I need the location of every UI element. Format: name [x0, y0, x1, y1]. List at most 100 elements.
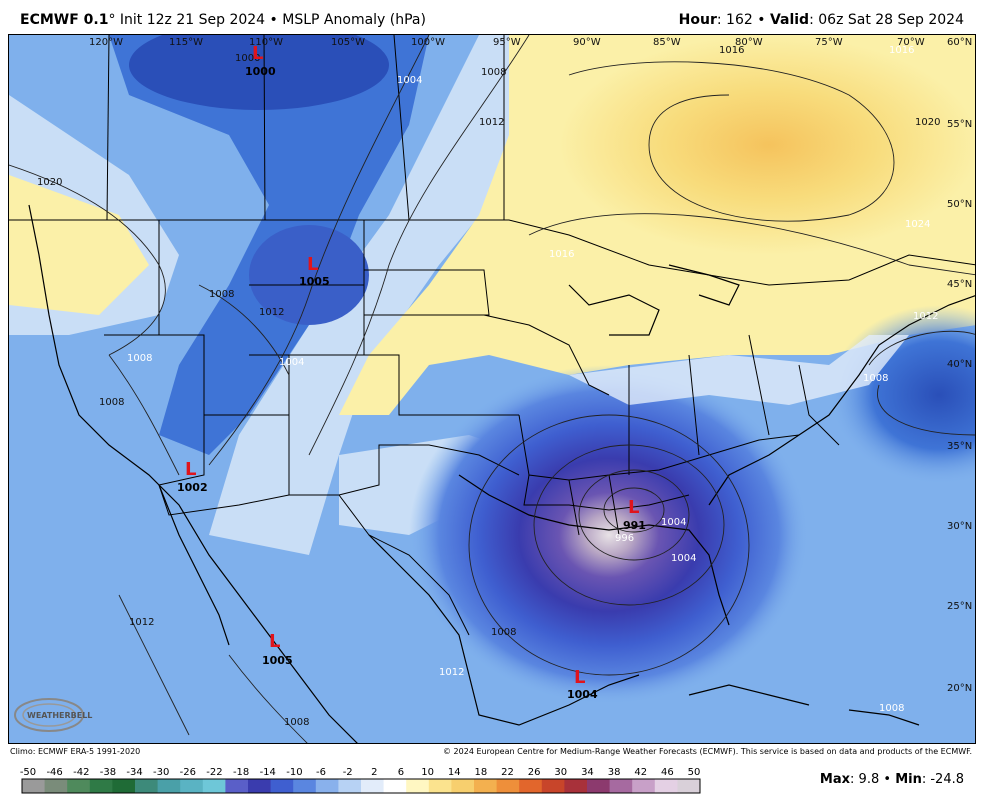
colorbar-tick-label: -34: [126, 767, 142, 778]
colorbar-tick-label: 46: [661, 767, 674, 778]
colorbar-tick-label: 2: [371, 767, 377, 778]
lon-label-8: 80°W: [735, 37, 763, 48]
colorbar-tick-label: -22: [206, 767, 222, 778]
header-title: ECMWF 0.1° Init 12z 21 Sep 2024 • MSLP A…: [20, 12, 426, 28]
border-line: [688, 354, 700, 456]
great-lakes-shore: [568, 284, 660, 336]
lat-label-1: 55°N: [947, 119, 972, 130]
cuba-coast: [688, 684, 810, 706]
colorbar-tick-label: -50: [20, 767, 36, 778]
colorbar-tick-label: -26: [180, 767, 196, 778]
colorbar-swatch: [609, 779, 633, 793]
contour-label: 996: [615, 533, 634, 544]
header-bullet-2: •: [757, 12, 766, 28]
colorbar-swatch: [451, 779, 475, 793]
header-valid: Hour: 162 • Valid: 06z Sat 28 Sep 2024: [678, 12, 964, 28]
model-name: ECMWF 0.1: [20, 12, 109, 28]
colorbar-swatch: [383, 779, 407, 793]
low-letter: L: [307, 254, 318, 275]
isobar: [468, 414, 750, 676]
contour-label: 1008: [863, 373, 888, 384]
colorbar-swatch: [496, 779, 520, 793]
contour-label: 1004: [279, 357, 304, 368]
low-letter: L: [252, 43, 263, 64]
isobar: [533, 444, 725, 606]
contour-label: 1016: [549, 249, 574, 260]
low-value: 1004: [567, 688, 598, 701]
border-line: [523, 474, 690, 511]
low-center: L 1000: [245, 43, 276, 78]
low-center: L 1005: [299, 254, 330, 288]
colorbar-swatches: [21, 778, 701, 794]
colorbar-tick-label: 42: [634, 767, 647, 778]
border-line: [364, 354, 519, 416]
west-coast-yellow: [9, 175, 149, 315]
contour-label: 1008: [99, 397, 124, 408]
us-mexico-border-west: [158, 415, 290, 516]
colorbar: -50 -46 -42 -38 -34 -30 -26 -22 -18 -14 -10 -6 -2 2 6 1…: [20, 764, 710, 800]
lat-label-3: 45°N: [947, 279, 972, 290]
colorbar-swatch: [293, 779, 317, 793]
contour-label: 1008: [491, 627, 516, 638]
colorbar-swatch: [112, 779, 136, 793]
isobar: [308, 35, 530, 456]
colorbar-swatch: [180, 779, 204, 793]
contour-label: 1008: [879, 703, 904, 714]
colorbar-tick-labels: -50 -46 -42 -38 -34 -30 -26 -22 -18 -14 -10 -6 -2 2 6 1…: [20, 767, 701, 778]
degree-symbol: °: [108, 12, 116, 28]
border-line: [263, 35, 266, 221]
border-line: [106, 35, 110, 221]
border-line: [483, 314, 610, 396]
isobar: [568, 61, 895, 222]
gulf-coast: [458, 474, 730, 626]
isobar: [9, 164, 166, 356]
lon-label-1: 115°W: [169, 37, 203, 48]
contour-label: 1024: [905, 219, 930, 230]
stats-bullet: •: [883, 772, 892, 787]
border-line: [798, 364, 840, 446]
low-value: 1005: [299, 275, 330, 288]
colorbar-tick-label: 14: [448, 767, 461, 778]
mslp-anomaly-map: 120°W 115°W 110°W 105°W 100°W 95°W 90°W …: [8, 34, 976, 744]
colorbar-swatch: [519, 779, 543, 793]
colorbar-swatch: [248, 779, 272, 793]
colorbar-tick-label: 26: [528, 767, 541, 778]
positive-anomaly-core: [559, 35, 975, 255]
contour-label: 1008: [127, 353, 152, 364]
border-line: [608, 474, 620, 536]
contour-labels: 1000 1004 1008 1012 1016 1020 1016 1012 …: [37, 45, 940, 728]
low-value: 1000: [245, 65, 276, 78]
colorbar-swatch: [564, 779, 588, 793]
isobar: [208, 35, 430, 466]
copyright-credit: © 2024 European Centre for Medium-Range …: [443, 747, 972, 756]
contour-label: 1016: [719, 45, 744, 56]
map-header: ECMWF 0.1° Init 12z 21 Sep 2024 • MSLP A…: [0, 0, 984, 34]
min-value: -24.8: [930, 772, 964, 787]
colorbar-swatch: [89, 779, 113, 793]
low-value: 1002: [177, 481, 208, 494]
lon-label-6: 90°W: [573, 37, 601, 48]
contour-label: 1012: [259, 307, 284, 318]
contour-label: 1000: [235, 53, 260, 64]
colorbar-tick-label: 22: [501, 767, 514, 778]
colorbar-tick-label: -18: [233, 767, 249, 778]
rockies-low-core: [249, 225, 369, 325]
colorbar-tick-label: -30: [153, 767, 169, 778]
colorbar-tick-label: 18: [475, 767, 488, 778]
lon-label-0: 120°W: [89, 37, 123, 48]
hour-value: 162: [726, 12, 753, 28]
colorbar-swatch: [677, 779, 701, 793]
colorbar-tick-label: 6: [398, 767, 404, 778]
border-line: [748, 334, 770, 436]
isobar: [108, 354, 180, 476]
pacific-coast: [28, 204, 358, 743]
contour-label: 1008: [209, 289, 234, 300]
isobar: [118, 594, 190, 736]
low-letter: L: [269, 631, 280, 652]
border-line: [338, 444, 520, 496]
lon-label-10: 70°W: [897, 37, 925, 48]
low-value: 1005: [262, 654, 293, 667]
contour-label: 1012: [913, 311, 938, 322]
contour-label: 1012: [129, 617, 154, 628]
weatherbell-logo: WEATHERBELL: [14, 698, 92, 732]
